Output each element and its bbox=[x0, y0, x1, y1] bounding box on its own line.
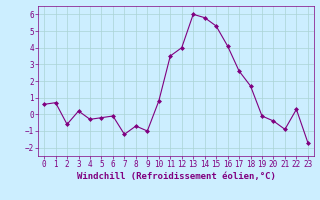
X-axis label: Windchill (Refroidissement éolien,°C): Windchill (Refroidissement éolien,°C) bbox=[76, 172, 276, 181]
